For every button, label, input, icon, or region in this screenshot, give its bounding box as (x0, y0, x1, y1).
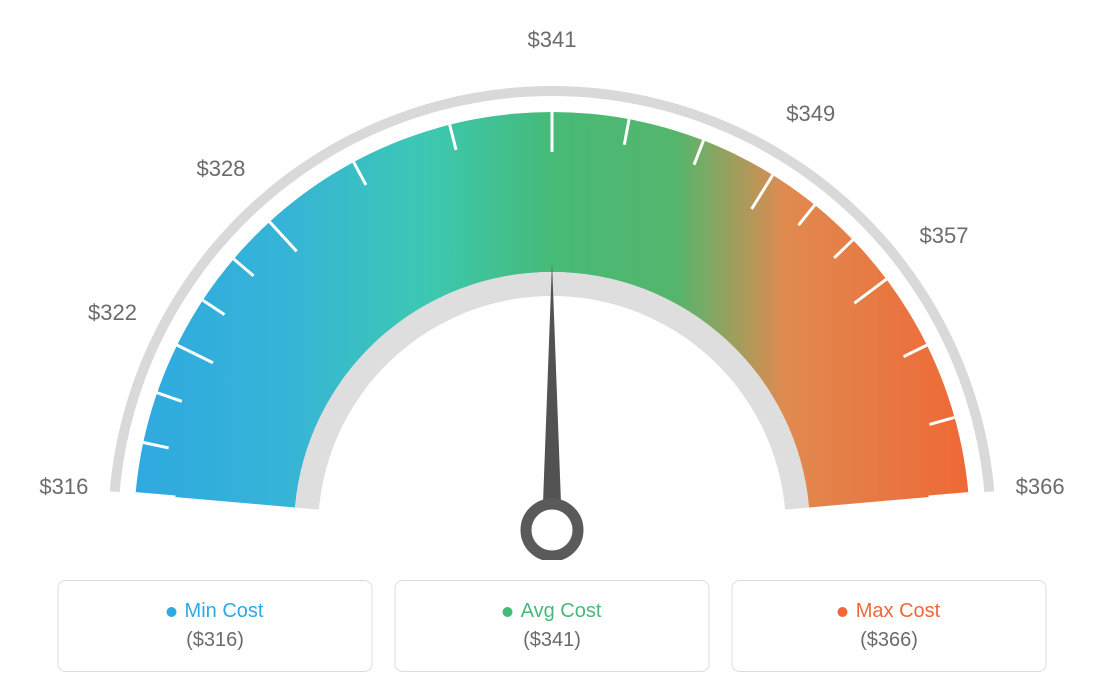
needle (542, 262, 562, 530)
tick-label: $349 (786, 101, 835, 127)
legend-value: ($366) (860, 629, 918, 652)
legend-card-avg: Avg Cost ($341) (395, 580, 710, 672)
needle-hub (526, 504, 578, 556)
tick-label: $366 (1016, 474, 1065, 500)
legend-dot-icon (503, 607, 513, 617)
cost-gauge: $316 $322 $328 $341 $349 $357 $366 (0, 0, 1104, 560)
legend-title-text: Min Cost (185, 600, 264, 623)
legend-value: ($341) (523, 629, 581, 652)
legend-row: Min Cost ($316) Avg Cost ($341) Max Cost ($36… (58, 580, 1047, 672)
tick-label: $322 (88, 300, 137, 326)
tick-label: $357 (919, 223, 968, 249)
legend-title-text: Avg Cost (521, 600, 602, 623)
legend-value: ($316) (186, 629, 244, 652)
legend-title-text: Max Cost (856, 600, 940, 623)
legend-title: Min Cost (167, 600, 264, 623)
tick-label: $316 (39, 474, 88, 500)
legend-title: Max Cost (838, 600, 940, 623)
legend-card-min: Min Cost ($316) (58, 580, 373, 672)
tick-label: $341 (528, 27, 577, 53)
legend-title: Avg Cost (503, 600, 602, 623)
gauge-svg (0, 0, 1104, 560)
legend-dot-icon (167, 607, 177, 617)
tick-label: $328 (196, 156, 245, 182)
legend-card-max: Max Cost ($366) (732, 580, 1047, 672)
legend-dot-icon (838, 607, 848, 617)
